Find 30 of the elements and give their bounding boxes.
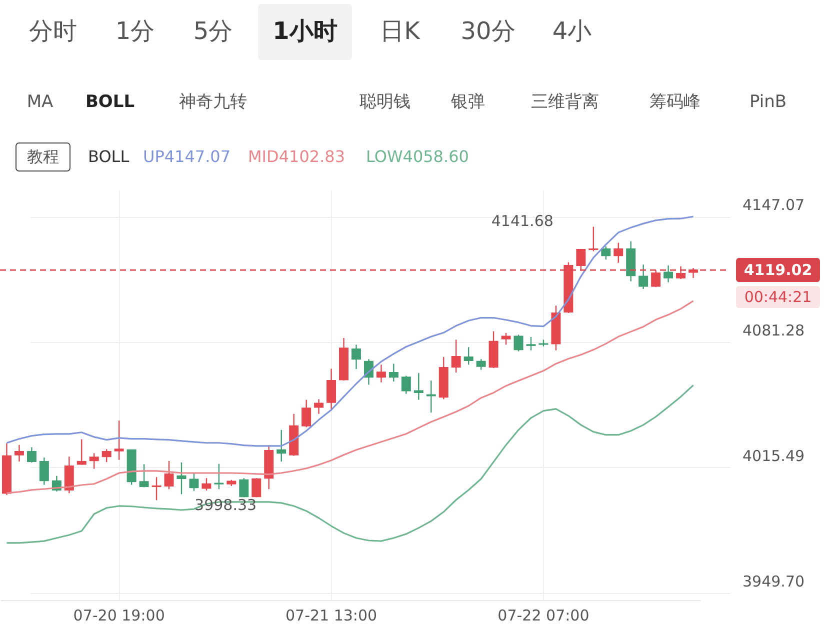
text: 分时 bbox=[29, 17, 77, 45]
text: MID4102.83 bbox=[248, 147, 346, 166]
text: 聪明钱 bbox=[360, 92, 410, 112]
text: MA bbox=[26, 92, 54, 112]
text: 00:44:21 bbox=[744, 288, 812, 306]
x-tick-label: 07-21 13:00 bbox=[285, 606, 378, 624]
text: 5分 bbox=[193, 17, 233, 45]
text: LOW4058.60 bbox=[366, 147, 469, 166]
y-tick-label: 4147.07 bbox=[742, 196, 805, 214]
x-tick-label: 07-20 19:00 bbox=[73, 606, 165, 624]
text: 三维背离 bbox=[531, 92, 599, 112]
chart-title: BOLL bbox=[88, 147, 130, 166]
ref-line-label: 4119.02 bbox=[744, 261, 812, 280]
text: PinB bbox=[749, 92, 787, 112]
y-tick-label: 4081.28 bbox=[742, 322, 805, 340]
text: 日K bbox=[380, 17, 422, 45]
y-tick-label: 3949.70 bbox=[742, 572, 805, 590]
x-tick-label: 07-22 07:00 bbox=[498, 606, 590, 624]
text: 教程 bbox=[27, 147, 59, 166]
text: 1分 bbox=[115, 17, 155, 45]
text: 1小时 bbox=[272, 17, 338, 45]
text: 4小 bbox=[552, 17, 592, 45]
annotation: 4141.68 bbox=[491, 212, 554, 230]
text: 30分 bbox=[460, 17, 516, 45]
text: 银弹 bbox=[450, 92, 485, 112]
text: BOLL bbox=[85, 92, 135, 112]
text: 筹码峰 bbox=[650, 92, 700, 112]
y-tick-label: 4015.49 bbox=[742, 446, 805, 465]
text: UP4147.07 bbox=[143, 147, 231, 166]
text: 神奇九转 bbox=[179, 92, 247, 112]
